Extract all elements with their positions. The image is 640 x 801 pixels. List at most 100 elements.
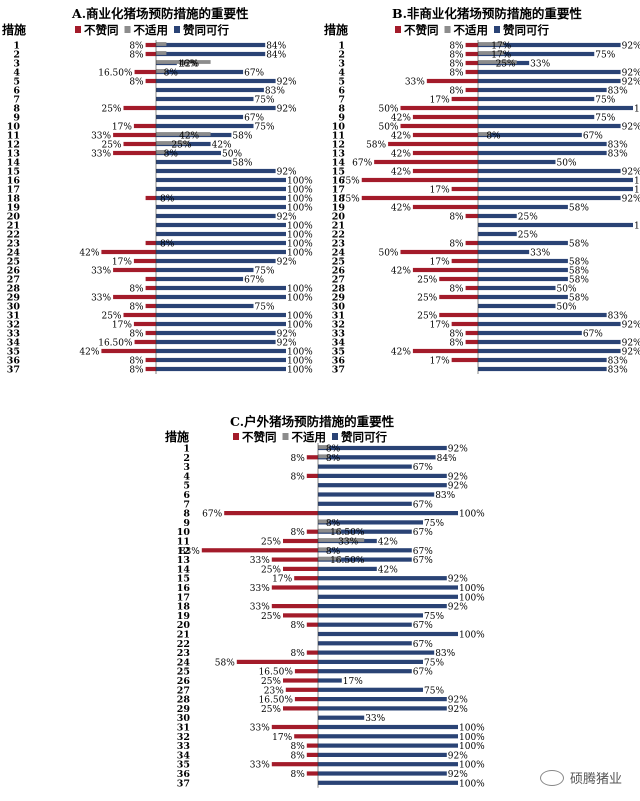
bar-agree-3-9 [318, 520, 423, 525]
label-agree-2-21: 100% [634, 222, 640, 232]
label-agree-1-20: 92% [277, 213, 297, 223]
bar-na-1-3 [156, 60, 211, 64]
bar-agree-2-2 [478, 51, 595, 57]
label-agree-2-30: 50% [557, 303, 577, 313]
category-label-2-21: 21 [332, 221, 345, 232]
bar-disagree-2-11 [412, 132, 478, 138]
label-agree-2-28: 50% [557, 285, 577, 295]
category-label-3-26: 26 [177, 676, 191, 687]
bar-disagree-3-20 [306, 622, 318, 627]
label-na-2-1: 17% [491, 42, 511, 52]
label-disagree-2-1: 8% [449, 42, 464, 52]
bar-disagree-1-18 [145, 195, 156, 201]
category-label-1-23: 23 [7, 239, 20, 250]
category-label-2-11: 11 [332, 131, 345, 142]
bar-agree-2-20 [478, 213, 517, 219]
bar-agree-2-5 [478, 78, 621, 84]
bar-na-1-1 [156, 42, 167, 46]
label-disagree-1-11: 33% [91, 132, 111, 142]
label-agree-2-11: 67% [583, 132, 603, 142]
label-disagree-1-35: 42% [79, 348, 99, 358]
label-disagree-2-13: 42% [391, 150, 411, 160]
bar-disagree-3-14 [283, 566, 318, 571]
category-label-2-13: 13 [332, 149, 345, 160]
bar-agree-3-27 [318, 687, 423, 692]
bar-agree-1-34 [156, 339, 276, 345]
bar-agree-2-21 [478, 222, 633, 228]
label-agree-3-37: 100% [459, 779, 485, 789]
label-disagree-1-36: 8% [129, 357, 144, 367]
category-label-3-27: 27 [177, 685, 190, 696]
label-agree-2-22: 25% [518, 231, 538, 241]
category-label-2-33: 33 [332, 329, 345, 340]
category-label-3-22: 22 [177, 639, 190, 650]
label-agree-2-14: 50% [557, 159, 577, 169]
bar-na-3-13 [318, 556, 342, 561]
bar-disagree-1-37 [145, 366, 156, 372]
bar-disagree-1-28 [145, 285, 156, 291]
category-label-3-34: 34 [177, 750, 191, 761]
label-agree-3-5: 92% [448, 482, 468, 492]
category-label-1-13: 13 [7, 149, 20, 160]
bar-disagree-2-25 [451, 258, 478, 264]
bar-disagree-3-13 [271, 557, 318, 562]
label-agree-2-37: 83% [608, 366, 628, 376]
label-agree-2-32: 92% [622, 321, 640, 331]
bar-disagree-2-27 [439, 276, 478, 282]
bar-agree-1-19 [156, 204, 286, 210]
category-label-2-28: 28 [332, 284, 346, 295]
category-label-2-8: 8 [338, 104, 345, 115]
category-label-1-4: 4 [13, 68, 20, 79]
bar-agree-3-10 [318, 529, 412, 534]
bar-disagree-2-9 [412, 114, 478, 120]
bar-disagree-3-29 [283, 706, 318, 711]
bar-disagree-3-35 [271, 762, 318, 767]
bar-disagree-1-24 [101, 249, 156, 255]
label-agree-1-15: 92% [277, 168, 297, 178]
label-agree-1-18: 100% [287, 195, 313, 205]
label-agree-2-29: 58% [569, 294, 589, 304]
bar-agree-2-28 [478, 285, 556, 291]
legend-swatch-3-1 [233, 433, 239, 440]
category-label-2-32: 32 [332, 320, 345, 331]
y-axis-label-1: 措施 [2, 22, 26, 37]
label-agree-3-36: 92% [448, 770, 468, 780]
bar-disagree-2-24 [400, 249, 478, 255]
category-label-3-30: 30 [177, 713, 191, 724]
label-disagree-2-3: 8% [449, 60, 464, 70]
bar-agree-3-16 [318, 585, 458, 590]
label-agree-1-12: 42% [212, 141, 232, 151]
bar-na-3-12 [318, 547, 330, 552]
category-label-2-26: 26 [332, 266, 346, 277]
category-label-1-28: 28 [7, 284, 21, 295]
category-label-1-14: 14 [7, 158, 21, 169]
label-disagree-2-31: 25% [417, 312, 437, 322]
label-disagree-3-15: 17% [272, 575, 292, 585]
category-label-2-24: 24 [332, 248, 346, 259]
bar-agree-3-28 [318, 697, 447, 702]
bar-na-3-9 [318, 519, 330, 524]
category-label-3-5: 5 [183, 481, 190, 492]
category-label-1-24: 24 [7, 248, 21, 259]
label-disagree-3-33: 8% [291, 742, 306, 752]
label-agree-1-14: 58% [232, 159, 252, 169]
bar-agree-3-4 [318, 473, 447, 478]
bar-agree-2-25 [478, 258, 568, 264]
category-label-1-16: 16 [7, 176, 21, 187]
category-label-1-20: 20 [7, 212, 21, 223]
label-agree-3-27: 75% [424, 686, 444, 696]
label-disagree-1-28: 8% [129, 285, 144, 295]
bar-na-1-13 [156, 150, 167, 154]
category-label-3-23: 23 [177, 648, 190, 659]
bar-disagree-3-16 [271, 585, 318, 590]
bar-disagree-3-26 [283, 678, 318, 683]
label-agree-3-1: 92% [448, 445, 468, 455]
label-agree-2-15: 92% [622, 168, 640, 178]
label-disagree-2-33: 8% [449, 330, 464, 340]
category-label-2-20: 20 [332, 212, 346, 223]
bar-agree-2-32 [478, 321, 621, 327]
category-label-1-31: 31 [7, 311, 20, 322]
bar-agree-2-4 [478, 69, 621, 75]
label-agree-1-16: 100% [287, 177, 313, 187]
bar-agree-3-15 [318, 576, 447, 581]
